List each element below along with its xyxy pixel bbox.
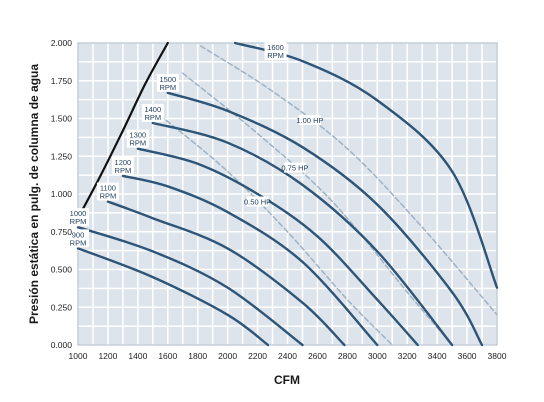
rpm-curve-label: RPM: [130, 139, 147, 148]
curve-labels: 900RPM1000RPM1100RPM1200RPM1300RPM1400RP…: [67, 42, 324, 248]
x-tick-label: 3200: [398, 351, 417, 361]
curve-label-background: [67, 229, 89, 248]
curve-label-background: [126, 129, 149, 148]
limit-curve: [76, 41, 169, 220]
x-tick-label: 1400: [128, 351, 147, 361]
rpm-curve: [136, 147, 419, 347]
x-tick-label: 2800: [338, 351, 357, 361]
y-tick-label: 0.250: [51, 302, 73, 312]
curve-label-background: [141, 104, 164, 123]
rpm-curve-label: RPM: [144, 113, 161, 122]
rpm-curve-label: 1100: [100, 184, 116, 193]
curve-label-background: [283, 162, 306, 173]
curve-label-background: [156, 73, 179, 92]
x-tick-label: 2000: [218, 351, 237, 361]
x-tick-label: 2600: [308, 351, 327, 361]
x-tick-label: 3800: [488, 351, 507, 361]
rpm-curve: [151, 121, 454, 347]
rpm-curve-label: RPM: [115, 166, 132, 175]
hp-curve: [199, 45, 498, 316]
x-tick-label: 3400: [428, 351, 447, 361]
y-axis-title: Presión estática en pulg. de columna de …: [27, 64, 41, 324]
rpm-curve-label: 1500: [159, 75, 176, 84]
rpm-curve-label: 1400: [144, 105, 161, 114]
hp-curve-label: 0.50 HP: [244, 198, 271, 207]
y-tick-label: 1.000: [51, 189, 73, 199]
y-tick-label: 1.750: [51, 76, 73, 86]
curve-label-background: [298, 115, 321, 126]
rpm-curve: [121, 174, 379, 347]
x-tick-label: 2400: [278, 351, 297, 361]
rpm-curve: [76, 247, 270, 347]
rpm-curve-label: RPM: [100, 192, 117, 201]
x-tick-label: 2200: [248, 351, 267, 361]
y-tick-label: 1.500: [51, 114, 73, 124]
rpm-curve-label: 1600: [267, 43, 284, 52]
x-tick-label: 1200: [98, 351, 117, 361]
curve-label-background: [67, 208, 89, 227]
rpm-curve-label: 900: [72, 230, 85, 239]
plot-border: [77, 42, 498, 346]
rpm-curve-label: RPM: [267, 51, 284, 60]
curve-label-background: [111, 156, 134, 175]
rpm-curve: [233, 41, 499, 289]
curve-label-background: [246, 196, 269, 207]
y-tick-label: 0.750: [51, 227, 73, 237]
x-tick-labels: 1000 1200 1400 1600 1800 2000 2200 2400 2600 2800…: [69, 351, 507, 361]
y-tick-label: 2.000: [51, 38, 73, 48]
hp-curve: [159, 114, 394, 346]
rpm-curve-label: 1000: [70, 209, 87, 218]
x-tick-label: 1600: [158, 351, 177, 361]
y-tick-labels: 0.000 0.250 0.500 0.750 1.000 1.250 1.500 1.750…: [51, 38, 73, 350]
hp-curve-label: 0.75 HP: [281, 164, 308, 173]
rpm-curve-label: RPM: [70, 217, 87, 226]
curves: [76, 41, 499, 347]
x-tick-label: 3000: [368, 351, 387, 361]
x-axis-title: CFM: [274, 373, 300, 387]
rpm-curve-label: 1200: [115, 158, 132, 167]
rpm-curve: [76, 226, 304, 347]
rpm-curve: [166, 91, 484, 347]
y-tick-label: 0.500: [51, 265, 73, 275]
y-tick-label: 0.000: [51, 340, 73, 350]
x-tick-label: 3600: [458, 351, 477, 361]
rpm-curve: [106, 200, 346, 347]
curve-label-background: [264, 42, 287, 61]
x-tick-label: 1000: [69, 351, 88, 361]
rpm-curve-label: RPM: [70, 238, 87, 247]
rpm-curve-label: RPM: [159, 83, 176, 92]
gridlines: [77, 42, 498, 346]
hp-curve-label: 1.00 HP: [296, 116, 323, 125]
rpm-curve-label: 1300: [130, 131, 147, 140]
x-tick-label: 1800: [188, 351, 207, 361]
y-tick-label: 1.250: [51, 151, 73, 161]
curve-label-background: [96, 182, 119, 201]
